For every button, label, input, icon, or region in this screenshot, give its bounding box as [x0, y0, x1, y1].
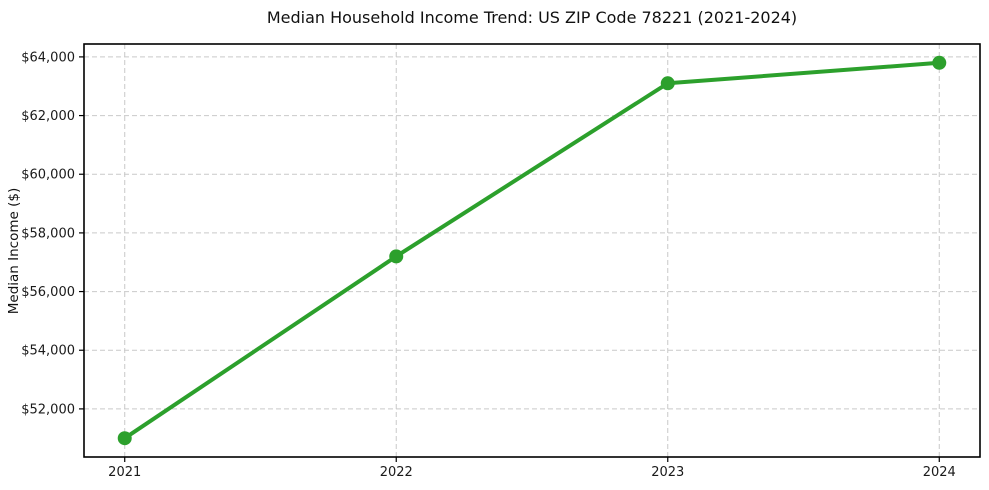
data-point-2024: [932, 55, 947, 70]
data-point-2023: [660, 76, 675, 91]
y-tick-label: $52,000: [21, 402, 75, 417]
y-tick-label: $64,000: [21, 50, 75, 65]
x-tick-label: 2024: [923, 465, 956, 480]
x-tick-label: 2023: [651, 465, 684, 480]
y-tick-label: $54,000: [21, 344, 75, 359]
trend-line: [122, 60, 942, 441]
data-point-2022: [389, 249, 404, 264]
x-tick-label: 2021: [108, 465, 141, 480]
data-point-2021: [117, 431, 132, 446]
plot-border: [83, 43, 981, 458]
x-tick-label: 2022: [380, 465, 413, 480]
y-tick-label: $62,000: [21, 109, 75, 124]
y-tick-label: $58,000: [21, 226, 75, 241]
y-tick-label: $60,000: [21, 168, 75, 183]
y-tick-label: $56,000: [21, 285, 75, 300]
chart-title: Median Household Income Trend: US ZIP Co…: [266, 8, 798, 27]
